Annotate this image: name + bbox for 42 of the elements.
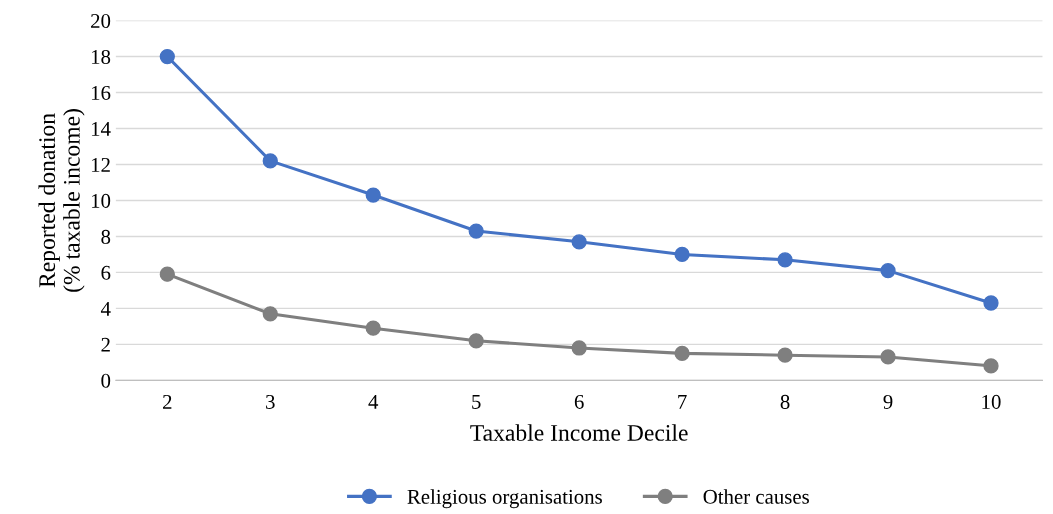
- y-tick-label: 6: [101, 265, 111, 280]
- y-tick-label: 0: [101, 373, 111, 388]
- point: [983, 358, 999, 374]
- legend-label: Religious organisations: [407, 489, 602, 509]
- y-tick-label: 18: [91, 49, 111, 64]
- y-tick-label: 16: [91, 85, 111, 100]
- point: [468, 333, 484, 349]
- y-tick-label: 4: [100, 301, 111, 316]
- point: [571, 340, 587, 356]
- x-tick-label: 6: [574, 394, 584, 409]
- y-tick-label: 12: [91, 157, 110, 172]
- x-tick-label: 2: [163, 394, 172, 409]
- point: [674, 345, 690, 362]
- y-tick-label: 2: [101, 337, 110, 352]
- point: [159, 48, 175, 65]
- point: [262, 153, 278, 169]
- legend-label: Other causes: [703, 489, 809, 504]
- x-axis-title: Taxable Income Decile: [470, 424, 688, 441]
- x-tick-label: 7: [678, 395, 687, 409]
- point: [880, 262, 896, 279]
- point: [262, 306, 278, 322]
- x-tick-label: 3: [266, 394, 275, 409]
- x-tick-label: 10: [982, 394, 1001, 409]
- point: [468, 223, 484, 239]
- y-tick-label: 10: [91, 193, 111, 208]
- point: [365, 187, 381, 203]
- point: [777, 252, 793, 268]
- point: [674, 246, 690, 263]
- y-tick-label: 14: [91, 121, 111, 136]
- x-tick-label: 4: [368, 394, 379, 409]
- point: [159, 266, 175, 282]
- point: [365, 320, 381, 336]
- x-tick-label: 8: [780, 394, 790, 409]
- x-tick-label: 5: [472, 395, 481, 409]
- point: [777, 347, 793, 363]
- point: [571, 234, 587, 250]
- y-axis-title: Reported donation (% taxable income): [38, 109, 85, 292]
- y-tick-label: 20: [91, 13, 111, 28]
- x-tick-label: 9: [883, 394, 893, 409]
- point: [983, 295, 999, 311]
- point: [880, 349, 896, 365]
- y-tick-label: 8: [101, 229, 111, 244]
